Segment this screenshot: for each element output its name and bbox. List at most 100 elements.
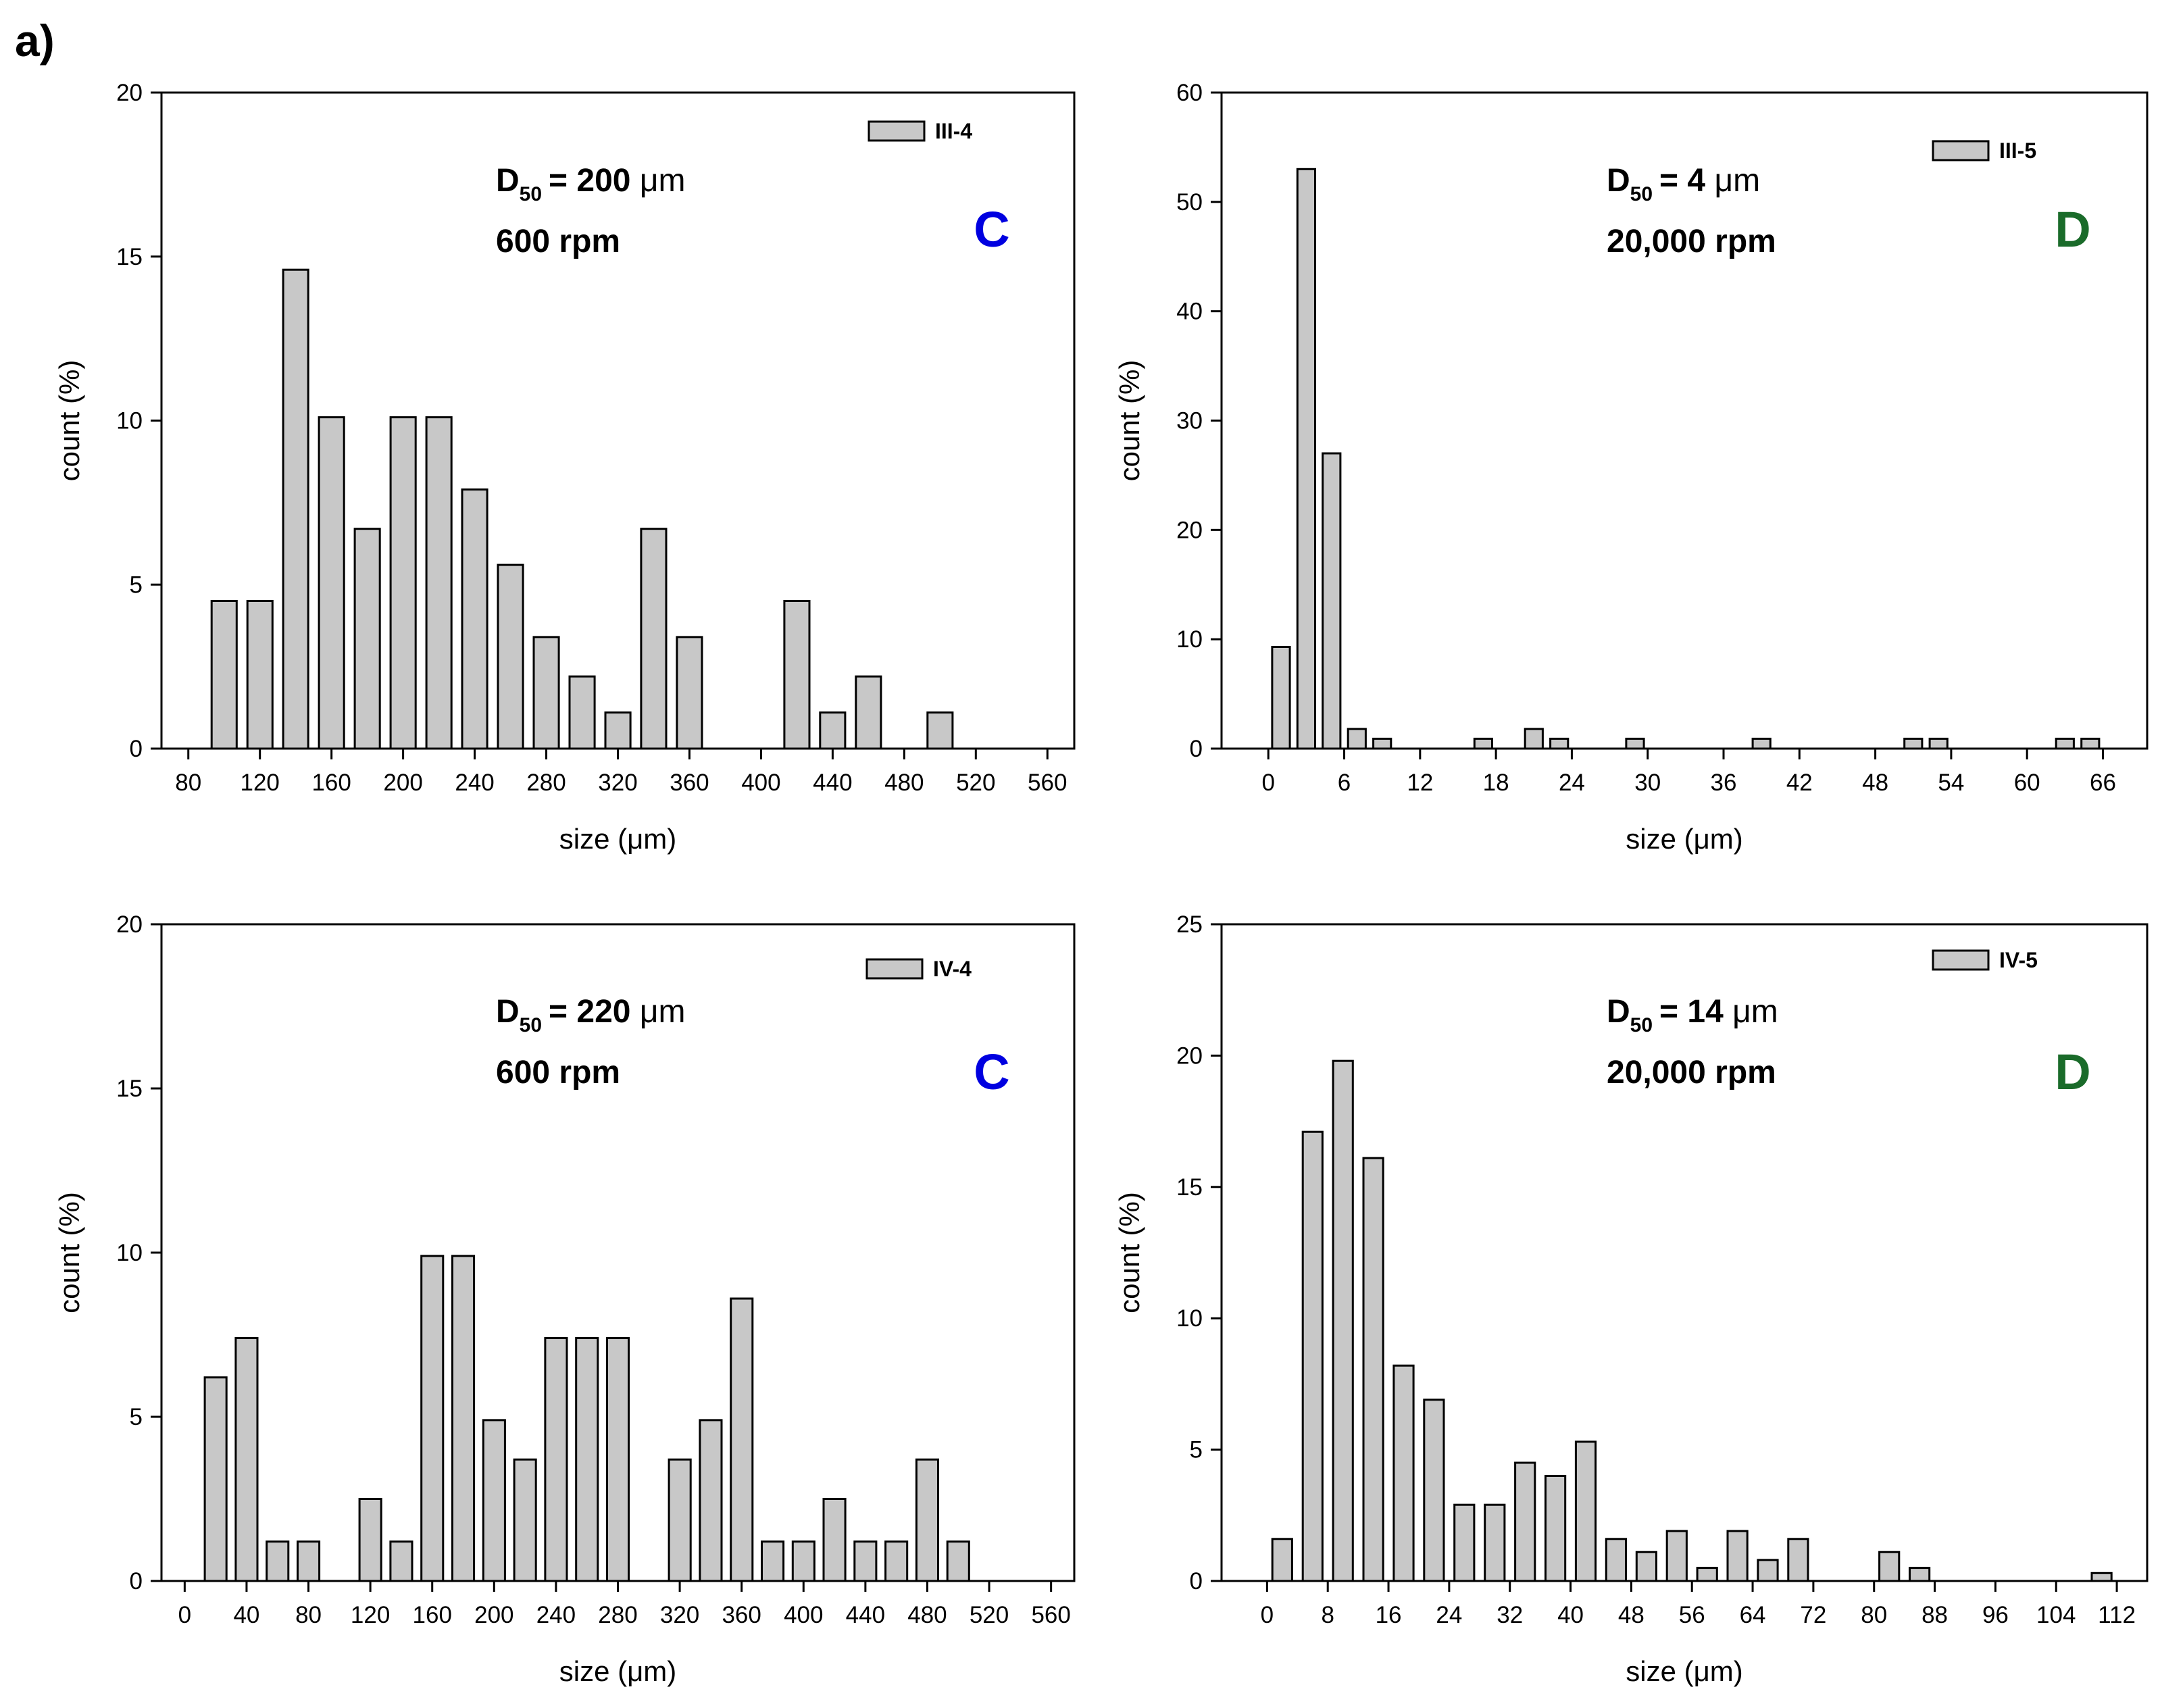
x-tick-label: 12 xyxy=(1407,770,1433,796)
x-tick-label: 80 xyxy=(175,770,201,796)
bar xyxy=(513,1458,537,1582)
x-tick-label: 54 xyxy=(1938,770,1964,796)
x-tick-label: 96 xyxy=(1982,1602,2009,1628)
bar xyxy=(1696,1567,1718,1582)
bar xyxy=(210,600,238,750)
y-tick-label: 0 xyxy=(130,736,143,762)
bar xyxy=(425,416,453,750)
x-tick-label: 40 xyxy=(233,1602,259,1628)
figure-panel-label: a) xyxy=(15,16,55,66)
bar xyxy=(575,1336,599,1582)
x-axis-label: size (μm) xyxy=(559,823,677,855)
plot-frame xyxy=(1220,923,2149,1582)
x-tick-label: 88 xyxy=(1922,1602,1948,1628)
x-tick-label: 200 xyxy=(474,1602,513,1628)
y-tick-label: 15 xyxy=(116,1076,143,1102)
y-tick-label: 15 xyxy=(1176,1174,1203,1201)
chart-panel-iii-5: 0 6 12 18 24 30 36 42 48 54 60 66 0 10 20 30 40 50 60 size … xyxy=(1113,80,2149,855)
bar xyxy=(730,1297,754,1582)
bar xyxy=(1928,737,1949,750)
x-tick-label: 560 xyxy=(1028,770,1067,796)
rpm-annotation: 20,000 rpm xyxy=(1607,1055,1776,1090)
d50-subscript: 50 xyxy=(1630,1014,1653,1036)
bar xyxy=(1271,646,1291,750)
d50-subscript: 50 xyxy=(1630,183,1653,205)
x-tick-label: 18 xyxy=(1483,770,1509,796)
bar xyxy=(606,1336,630,1582)
panel-letter: C xyxy=(974,1044,1009,1100)
y-axis-label: count (%) xyxy=(53,1192,85,1313)
bar xyxy=(1605,1538,1628,1582)
x-tick-label: 480 xyxy=(884,770,924,796)
d50-annotation: D50 = 4 μm xyxy=(1607,163,1760,205)
rpm-annotation: 600 rpm xyxy=(496,1055,620,1090)
x-tick-label: 112 xyxy=(2098,1602,2136,1628)
bar xyxy=(1423,1399,1445,1582)
bar xyxy=(1322,452,1342,750)
bar xyxy=(532,636,560,750)
bar xyxy=(451,1255,476,1582)
x-tick-label: 520 xyxy=(970,1602,1009,1628)
d50-unit: μm xyxy=(1714,163,1760,199)
bar xyxy=(461,488,488,750)
bar xyxy=(946,1540,970,1582)
y-tick-label: 60 xyxy=(1176,80,1203,106)
bar xyxy=(482,1419,506,1582)
bar xyxy=(1473,737,1494,750)
y-tick-label: 40 xyxy=(1176,299,1203,325)
d50-prefix: D xyxy=(1607,994,1630,1030)
bar xyxy=(353,528,381,750)
bar xyxy=(1296,168,1317,750)
chart-panel-iv-5: 0 8 16 24 32 40 48 56 64 72 80 88 96 104 112 0 5 10 15 20 25… xyxy=(1113,911,2149,1687)
x-tick-label: 36 xyxy=(1711,770,1737,796)
y-tick-label: 20 xyxy=(1176,1043,1203,1069)
bar xyxy=(1878,1551,1901,1582)
bar xyxy=(358,1498,382,1582)
d50-annotation: D50 = 200 μm xyxy=(496,163,685,205)
x-tick-label: 440 xyxy=(846,1602,885,1628)
y-tick-label: 10 xyxy=(1176,1305,1203,1332)
bar xyxy=(1635,1551,1658,1582)
y-axis-label: count (%) xyxy=(1113,1192,1145,1313)
x-tick-label: 240 xyxy=(455,770,494,796)
bar xyxy=(668,1458,692,1582)
y-tick-label: 20 xyxy=(116,80,143,106)
bar xyxy=(915,1458,940,1582)
d50-prefix: D xyxy=(496,163,520,199)
x-tick-label: 24 xyxy=(1436,1602,1462,1628)
bar xyxy=(1524,728,1544,750)
d50-unit: μm xyxy=(1732,994,1778,1030)
bar xyxy=(203,1376,228,1582)
d50-subscript: 50 xyxy=(520,183,542,205)
bar xyxy=(282,268,309,750)
x-tick-label: 320 xyxy=(660,1602,699,1628)
x-tick-label: 6 xyxy=(1338,770,1351,796)
y-tick-label: 10 xyxy=(116,408,143,434)
d50-prefix: D xyxy=(1607,163,1630,199)
legend-swatch xyxy=(865,958,924,980)
bar xyxy=(2080,737,2101,750)
bar xyxy=(791,1540,815,1582)
panel-letter: C xyxy=(974,201,1009,257)
x-axis-label: size (μm) xyxy=(559,1655,677,1687)
y-tick-label: 0 xyxy=(130,1568,143,1594)
d50-unit: μm xyxy=(640,994,686,1030)
legend-swatch xyxy=(1932,949,1990,971)
x-tick-label: 66 xyxy=(2090,770,2116,796)
bar xyxy=(297,1540,321,1582)
x-tick-label: 400 xyxy=(741,770,780,796)
y-tick-label: 5 xyxy=(130,1404,143,1430)
bar xyxy=(246,600,274,750)
x-tick-label: 120 xyxy=(351,1602,390,1628)
bar xyxy=(1392,1364,1415,1582)
x-tick-label: 320 xyxy=(598,770,637,796)
x-tick-label: 480 xyxy=(907,1602,947,1628)
x-axis-label: size (μm) xyxy=(1626,823,1743,855)
x-tick-label: 560 xyxy=(1031,1602,1070,1628)
x-tick-label: 24 xyxy=(1559,770,1585,796)
bar xyxy=(926,711,954,750)
x-tick-label: 160 xyxy=(311,770,351,796)
bar xyxy=(389,416,417,750)
x-tick-label: 64 xyxy=(1740,1602,1766,1628)
y-tick-label: 0 xyxy=(1190,1568,1203,1594)
